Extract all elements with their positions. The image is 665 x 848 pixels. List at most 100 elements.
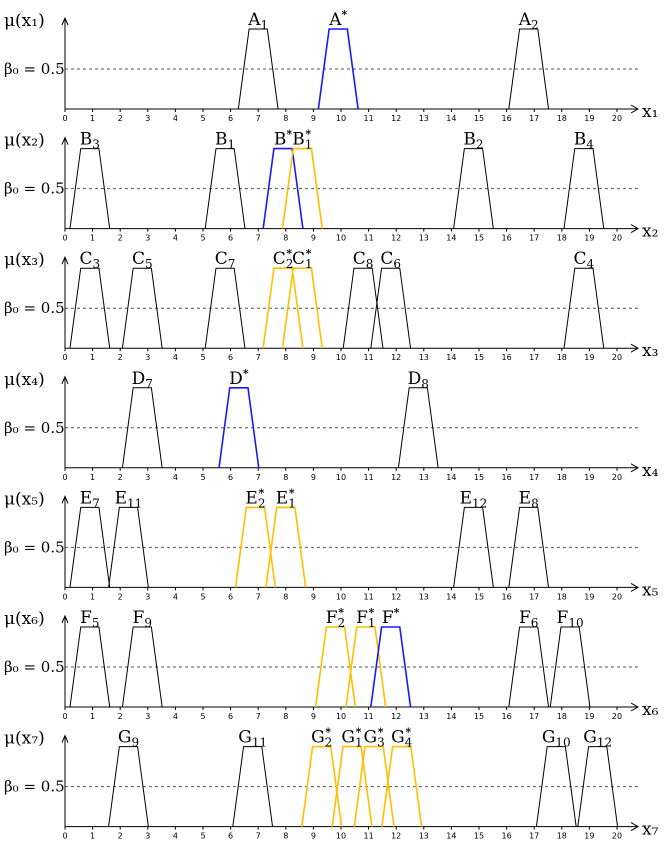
fuzzy-set-e2-star (234, 506, 277, 588)
x-tick-label: 12 (391, 114, 401, 123)
x-tick-label: 15 (474, 712, 484, 721)
x-tick-label: 4 (173, 234, 178, 243)
set-label: B3 (80, 130, 100, 152)
x-tick-label: 1 (90, 353, 95, 362)
x-axis-arrow (630, 463, 640, 473)
x-tick-label: 11 (364, 712, 374, 721)
fuzzy-set-c2-star (262, 267, 304, 349)
fuzzy-set-g2-star (301, 745, 343, 827)
x-tick-label: 16 (502, 234, 512, 243)
x-axis-arrow (630, 104, 640, 114)
x-tick-label: 6 (228, 592, 233, 601)
x-tick-label: 4 (173, 353, 178, 362)
x-tick-label: 11 (364, 473, 374, 482)
x-axis-arrow (630, 822, 640, 832)
beta-label: β₀ = 0.5 (4, 60, 65, 78)
x-tick-label: 3 (145, 592, 150, 601)
x-tick-label: 20 (612, 832, 622, 841)
x-tick-label: 19 (584, 712, 594, 721)
fuzzy-set-g12 (577, 746, 619, 827)
x-tick-label: 5 (200, 353, 205, 362)
x-tick-label: 7 (256, 832, 261, 841)
x-tick-label: 16 (502, 114, 512, 123)
x-tick-label: 6 (228, 832, 233, 841)
fuzzy-set-f10 (549, 626, 591, 708)
y-axis-label: μ(x₆) (4, 609, 45, 629)
x-axis-label: x₆ (642, 700, 659, 720)
x-tick-label: 15 (474, 114, 484, 123)
y-axis-label: μ(x₇) (4, 729, 45, 749)
fuzzy-set-g11 (232, 746, 274, 827)
x-tick-label: 13 (419, 712, 429, 721)
beta-label: β₀ = 0.5 (4, 299, 65, 317)
x-tick-label: 2 (118, 234, 123, 243)
y-axis-label: μ(x₅) (4, 489, 45, 509)
y-axis-arrow (61, 136, 69, 145)
x-tick-label: 9 (311, 832, 316, 841)
x-tick-label: 18 (557, 234, 567, 243)
x-tick-label: 14 (446, 353, 456, 362)
x-tick-label: 13 (419, 473, 429, 482)
set-label: C8 (353, 249, 374, 271)
x-tick-label: 1 (90, 832, 95, 841)
y-axis-arrow (61, 375, 69, 384)
set-label: F1* (356, 606, 375, 630)
set-label: G4* (391, 726, 413, 750)
set-label: D7 (132, 369, 153, 391)
set-label: E7 (80, 488, 100, 510)
x-tick-label: 4 (173, 832, 178, 841)
fuzzy-set-c8 (342, 267, 384, 349)
x-tick-label: 8 (283, 114, 288, 123)
x-tick-label: 12 (391, 353, 401, 362)
x-tick-label: 5 (200, 712, 205, 721)
x-tick-label: 0 (62, 832, 67, 841)
fuzzy-set-b1-star (281, 147, 324, 229)
set-label: A* (328, 8, 347, 30)
x-tick-label: 10 (336, 473, 346, 482)
set-label: D* (229, 367, 249, 389)
x-tick-label: 11 (364, 832, 374, 841)
fuzzy-set-e8 (508, 506, 550, 588)
fuzzy-set-a2 (508, 28, 550, 110)
set-label: B4 (574, 130, 595, 152)
fuzzy-set-c6 (370, 267, 412, 349)
x-tick-label: 7 (256, 712, 261, 721)
fuzzy-set-b-star (262, 147, 304, 229)
y-axis-arrow (61, 614, 69, 624)
set-label: G9 (118, 728, 139, 750)
x-tick-label: 12 (391, 592, 401, 601)
x-tick-label: 6 (228, 353, 233, 362)
beta-label: β₀ = 0.5 (4, 538, 65, 556)
x-tick-label: 17 (529, 114, 539, 123)
x-tick-label: 0 (62, 473, 67, 482)
x-tick-label: 20 (612, 592, 622, 601)
x-axis-label: x₇ (642, 820, 659, 840)
x-tick-label: 1 (90, 114, 95, 123)
x-tick-label: 9 (311, 712, 316, 721)
x-tick-label: 0 (62, 712, 67, 721)
set-label: G2* (311, 726, 332, 750)
fuzzy-set-e1-star (265, 506, 307, 588)
fuzzy-set-g9 (108, 746, 149, 827)
x-tick-label: 5 (200, 234, 205, 243)
y-axis-arrow (61, 16, 69, 26)
x-tick-label: 15 (474, 473, 484, 482)
y-axis-label: μ(x₃) (4, 250, 45, 270)
set-label: C6 (380, 249, 401, 271)
x-tick-label: 15 (474, 234, 484, 243)
x-tick-label: 14 (446, 592, 456, 601)
x-axis-label: x₁ (642, 102, 658, 122)
x-tick-label: 11 (364, 114, 374, 123)
x-tick-label: 6 (228, 234, 233, 243)
fuzzy-set-d-star (218, 386, 260, 468)
x-tick-label: 17 (529, 353, 539, 362)
set-label: F* (382, 606, 400, 628)
x-tick-label: 13 (419, 832, 429, 841)
fuzzy-set-b3 (69, 148, 111, 229)
x-tick-label: 12 (391, 473, 401, 482)
fuzzy-set-f-star (370, 626, 412, 708)
x-tick-label: 0 (62, 592, 67, 601)
set-label: C7 (215, 249, 236, 271)
x-tick-label: 10 (336, 234, 346, 243)
